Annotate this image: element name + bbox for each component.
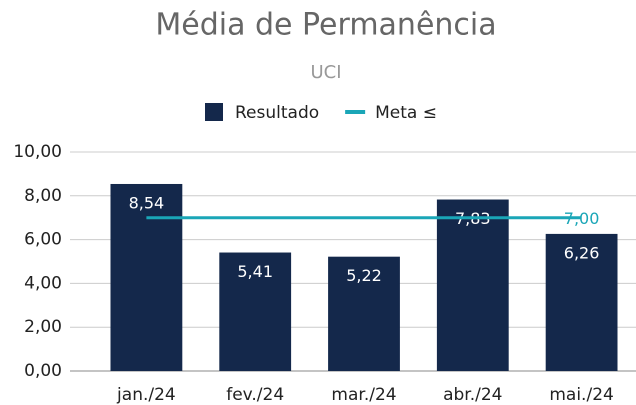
y-tick-label: 4,00 — [24, 273, 62, 293]
y-tick-label: 6,00 — [24, 230, 62, 250]
x-tick-label: abr./24 — [443, 385, 502, 405]
bar — [436, 199, 509, 371]
y-tick-label: 10,00 — [13, 142, 62, 162]
line-value-label: 7,00 — [564, 209, 600, 228]
y-tick-label: 8,00 — [24, 186, 62, 206]
bar — [328, 256, 400, 371]
bar-value-label: 5,41 — [237, 262, 273, 281]
legend-swatch — [205, 103, 223, 121]
x-tick-label: mai./24 — [549, 385, 613, 405]
bar — [110, 183, 183, 371]
bar-value-label: 8,54 — [129, 193, 165, 212]
bar — [545, 233, 618, 371]
chart-title: Média de Permanência — [155, 8, 496, 43]
bar-value-label: 5,22 — [346, 266, 382, 285]
chart-subtitle: UCI — [310, 62, 341, 83]
legend-label: Meta ≤ — [375, 103, 437, 123]
legend-label: Resultado — [235, 103, 319, 123]
x-tick-label: jan./24 — [116, 385, 176, 405]
bar — [219, 252, 292, 371]
bar-value-label: 6,26 — [564, 243, 600, 262]
x-tick-label: fev./24 — [226, 385, 284, 405]
y-tick-label: 2,00 — [24, 317, 62, 337]
x-tick-label: mar./24 — [331, 385, 396, 405]
y-tick-label: 0,00 — [24, 361, 62, 381]
